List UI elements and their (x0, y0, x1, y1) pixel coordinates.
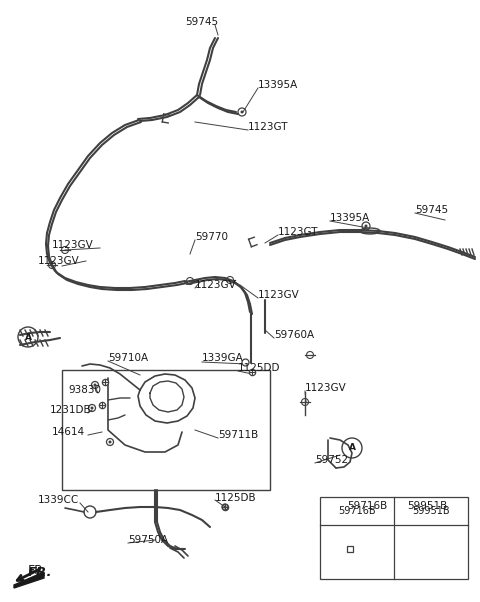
Text: 14614: 14614 (52, 427, 85, 437)
Text: 13395A: 13395A (330, 213, 370, 223)
Circle shape (419, 548, 421, 551)
Text: 13395A: 13395A (258, 80, 298, 90)
Text: FR.: FR. (28, 565, 52, 579)
Bar (62, 370, 270, 490)
Text: 1125DB: 1125DB (215, 493, 257, 503)
Circle shape (108, 441, 111, 444)
Text: A: A (348, 444, 356, 453)
Text: 59711B: 59711B (218, 430, 258, 440)
Circle shape (94, 383, 96, 386)
Text: 59745: 59745 (185, 17, 218, 27)
Text: 1123GV: 1123GV (195, 280, 237, 290)
Text: 59710A: 59710A (108, 353, 148, 363)
Polygon shape (14, 572, 44, 588)
Text: 1123GV: 1123GV (38, 256, 80, 266)
Text: 59716B: 59716B (338, 506, 376, 516)
Text: 59716B: 59716B (347, 501, 387, 511)
Text: 1125DD: 1125DD (238, 363, 280, 373)
Text: 1339CC: 1339CC (38, 495, 79, 505)
Text: 1123GT: 1123GT (248, 122, 288, 132)
Text: 59745: 59745 (415, 205, 448, 215)
Bar (320, 497, 468, 579)
Text: 1123GV: 1123GV (52, 240, 94, 250)
Text: 59752: 59752 (315, 455, 348, 465)
Text: 59760A: 59760A (274, 330, 314, 340)
Text: 1231DB: 1231DB (50, 405, 92, 415)
Text: 1123GV: 1123GV (305, 383, 347, 393)
Text: 1123GV: 1123GV (258, 290, 300, 300)
Text: 1339GA: 1339GA (202, 353, 244, 363)
Text: 59951B: 59951B (407, 501, 447, 511)
Circle shape (91, 406, 94, 409)
Text: 93830: 93830 (68, 385, 101, 395)
Text: 1123GT: 1123GT (278, 227, 319, 237)
Text: 59770: 59770 (195, 232, 228, 242)
Circle shape (240, 111, 243, 114)
Text: 59750A: 59750A (128, 535, 168, 545)
Text: A: A (24, 332, 32, 341)
Circle shape (224, 506, 227, 509)
Circle shape (364, 225, 368, 228)
Text: FR.: FR. (28, 563, 48, 577)
Text: 59951B: 59951B (412, 506, 450, 516)
